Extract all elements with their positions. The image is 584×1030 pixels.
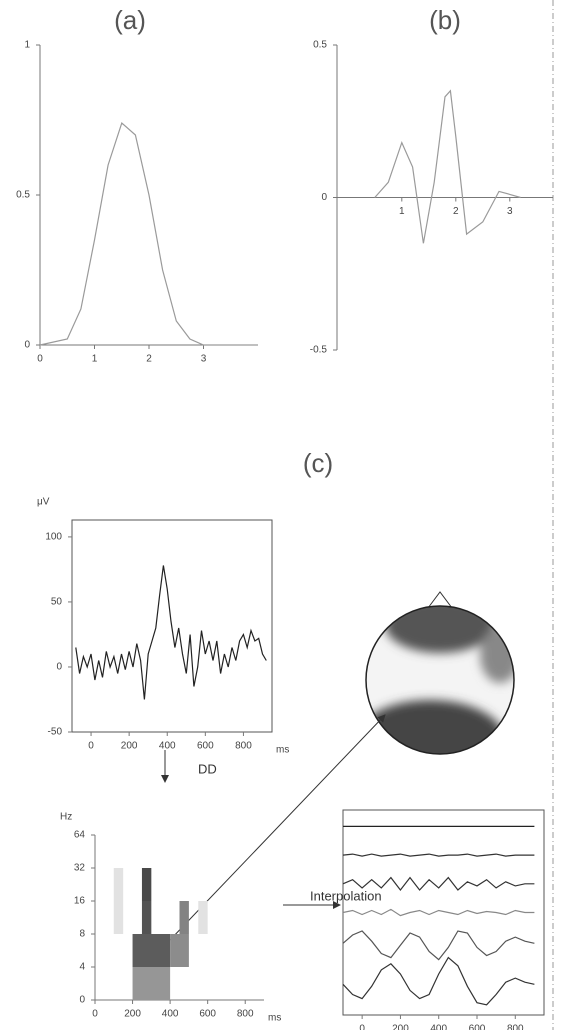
series-line [375,91,521,244]
x-axis-label: ms [276,745,289,756]
series-line [343,854,534,856]
x-tick-label: 200 [124,1009,141,1020]
y-tick-label: 64 [74,830,86,841]
annotation: DD [198,761,217,776]
x-tick-label: 600 [469,1024,486,1030]
x-tick-label: 0 [359,1024,365,1030]
tile [133,967,171,1000]
series-line [343,958,534,1005]
tile [142,868,151,901]
y-tick-label: 0.5 [16,190,30,201]
x-tick-label: 800 [235,741,252,752]
y-tick-label: 16 [74,896,86,907]
x-tick-label: 200 [121,741,138,752]
tile [180,901,189,934]
y-tick-label: 50 [51,597,63,608]
y-tick-label: 0 [321,192,327,203]
panel-title: (a) [114,5,146,35]
y-tick-label: 0 [56,662,62,673]
page: (a) 0 0.5 1 0 1 2 3 (b) 0.5 0 -0.5 1 2 3 (c) 100 50 0 -50 0 2… [0,0,584,1030]
x-axis-label: ms [268,1013,281,1024]
annotation: Interpolation [310,888,382,903]
tile [114,868,123,934]
y-tick-label: -0.5 [310,345,328,356]
x-tick-label: 0 [88,741,94,752]
figure: (a) 0 0.5 1 0 1 2 3 (b) 0.5 0 -0.5 1 2 3 (c) 100 50 0 -50 0 2… [0,0,584,1030]
y-tick-label: 4 [79,962,85,973]
x-tick-label: 1 [92,354,98,365]
x-tick-label: 2 [453,206,459,217]
head-map [355,592,520,780]
y-tick-label: 0 [79,995,85,1006]
tile [198,901,207,934]
panel-title: (b) [429,5,461,35]
y-tick-label: 0 [24,340,30,351]
x-tick-label: 600 [197,741,214,752]
y-axis-label: Hz [60,812,72,823]
tile [170,934,189,967]
y-tick-label: 32 [74,863,86,874]
series-line [343,931,534,960]
series-line [76,566,266,700]
x-tick-label: 400 [430,1024,447,1030]
y-axis-label: μV [37,497,50,508]
x-tick-label: 1 [399,206,405,217]
x-tick-label: 3 [201,354,207,365]
series-line [343,909,534,915]
x-tick-label: 3 [507,206,513,217]
series-line [40,123,258,345]
y-tick-label: 8 [79,929,85,940]
x-tick-label: 0 [92,1009,98,1020]
x-tick-label: 600 [199,1009,216,1020]
x-tick-label: 0 [37,354,43,365]
y-tick-label: -50 [48,727,63,738]
panel-title: (c) [303,448,333,478]
tile [133,934,171,967]
x-tick-label: 800 [507,1024,524,1030]
y-tick-label: 0.5 [313,40,327,51]
x-tick-label: 2 [146,354,152,365]
y-tick-label: 1 [24,40,30,51]
y-tick-label: 100 [45,532,62,543]
tile [142,901,151,934]
x-tick-label: 400 [159,741,176,752]
x-tick-label: 400 [162,1009,179,1020]
x-tick-label: 800 [237,1009,254,1020]
x-tick-label: 200 [392,1024,409,1030]
